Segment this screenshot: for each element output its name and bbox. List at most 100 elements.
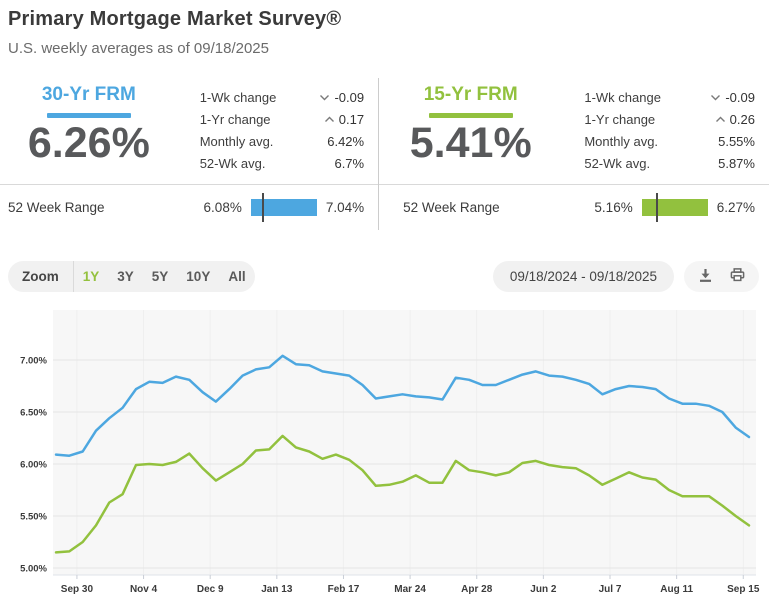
- stat-label: Monthly avg.: [584, 133, 659, 149]
- x-axis-label: Jan 13: [261, 584, 293, 595]
- zoom-range-button-1y[interactable]: 1Y: [74, 261, 109, 292]
- panel-30yr-frm: 30-Yr FRM 6.26% 1-Wk change -0.09 1-Yr c…: [0, 78, 380, 230]
- stat-number: 6.42%: [327, 133, 365, 149]
- x-axis-label: Jun 2: [530, 584, 557, 595]
- rate-block-30yr: 30-Yr FRM 6.26%: [0, 84, 178, 168]
- x-axis-label: Feb 17: [328, 584, 360, 595]
- divider: [72, 261, 74, 292]
- zoom-range-button-3y[interactable]: 3Y: [108, 261, 143, 292]
- y-axis-label: 5.50%: [20, 512, 47, 523]
- stat-row-1yr-change: 1-Yr change 0.17: [200, 108, 364, 130]
- rate-line-15yr: [54, 434, 751, 554]
- header: Primary Mortgage Market Survey® U.S. wee…: [8, 8, 761, 57]
- stat-label: 1-Wk change: [199, 89, 277, 105]
- rate-value-15yr: 5.41%: [409, 119, 532, 167]
- panel-15yr-top: 15-Yr FRM 5.41% 1-Wk change -0.09 1-Yr c…: [379, 78, 769, 184]
- export-tools: [684, 261, 759, 292]
- stat-number: 5.55%: [718, 133, 755, 149]
- rate-name-15yr: 15-Yr FRM: [423, 84, 518, 105]
- stat-number: 5.87%: [718, 155, 755, 171]
- download-icon: [697, 267, 714, 287]
- current-rate-marker: [655, 193, 658, 222]
- x-axis-label: Nov 4: [130, 584, 158, 595]
- page-title: Primary Mortgage Market Survey®: [8, 8, 342, 30]
- stat-row-52wk-avg: 52-Wk avg. 6.7%: [200, 152, 364, 174]
- stat-number: -0.09: [334, 89, 365, 105]
- rate-underline-30yr: [46, 113, 131, 118]
- range-low-value: 6.08%: [203, 200, 242, 215]
- stat-value: 6.42%: [327, 134, 364, 149]
- rate-panels: 30-Yr FRM 6.26% 1-Wk change -0.09 1-Yr c…: [0, 78, 769, 230]
- y-axis-label: 7.00%: [20, 356, 47, 367]
- zoom-label: Zoom: [22, 269, 59, 284]
- range-high-value: 6.27%: [716, 200, 755, 215]
- x-axis-label: Sep 30: [61, 584, 94, 595]
- range-bar-15yr: [641, 193, 708, 222]
- stat-row-1wk-change: 1-Wk change -0.09: [584, 86, 755, 108]
- stat-label: 52-Wk avg.: [584, 155, 651, 171]
- stat-number: 0.26: [729, 111, 755, 127]
- stat-value: 0.26: [715, 112, 755, 127]
- rate-block-15yr: 15-Yr FRM 5.41%: [379, 84, 562, 168]
- stat-value: 5.55%: [718, 134, 755, 149]
- range-low-value: 5.16%: [594, 200, 633, 215]
- stat-value: -0.09: [710, 90, 755, 105]
- stat-value: 5.87%: [718, 156, 755, 171]
- stat-label: 1-Yr change: [584, 111, 656, 127]
- chevron-up-icon: [715, 116, 726, 123]
- chevron-up-icon: [324, 116, 335, 123]
- x-axis-label: Jul 7: [599, 584, 622, 595]
- x-axis-label: Sep 15: [727, 584, 760, 595]
- stat-label: 1-Wk change: [584, 89, 661, 105]
- chart-area: 5.00% 5.50% 6.00% 6.50% 7.00% Sep 30 Nov 4 Dec …: [0, 303, 769, 607]
- y-axis-label: 6.00%: [20, 460, 47, 471]
- print-icon: [729, 267, 746, 287]
- range-row-30yr: 52 Week Range 6.08% 7.04%: [0, 184, 379, 230]
- stat-label: Monthly avg.: [199, 133, 274, 149]
- y-axis-label: 6.50%: [20, 408, 47, 419]
- stat-row-1yr-change: 1-Yr change 0.26: [584, 108, 755, 130]
- range-row-15yr: 52 Week Range 5.16% 6.27%: [379, 184, 769, 230]
- range-bar-30yr: [250, 193, 317, 222]
- date-range-picker[interactable]: 09/18/2024 - 09/18/2025: [492, 261, 674, 292]
- rate-name-30yr: 30-Yr FRM: [41, 84, 136, 105]
- print-button[interactable]: [729, 267, 746, 287]
- current-rate-marker: [262, 193, 265, 222]
- stat-value: -0.09: [319, 90, 364, 105]
- panel-30yr-top: 30-Yr FRM 6.26% 1-Wk change -0.09 1-Yr c…: [0, 78, 378, 184]
- rate-value-30yr: 6.26%: [27, 119, 150, 167]
- stat-label: 52-Wk avg.: [199, 155, 266, 171]
- chevron-down-icon: [710, 94, 721, 101]
- plot-background: [53, 310, 756, 575]
- stat-number: -0.09: [725, 89, 755, 105]
- y-axis-label: 5.00%: [20, 564, 47, 575]
- download-button[interactable]: [697, 267, 714, 287]
- stat-row-1wk-change: 1-Wk change -0.09: [200, 86, 364, 108]
- x-axis-label: Mar 24: [394, 584, 426, 595]
- stat-label: 1-Yr change: [199, 111, 271, 127]
- rate-line-30yr: [54, 354, 751, 457]
- rate-underline-15yr: [428, 113, 513, 118]
- chart-toolbar: Zoom 1Y 3Y 5Y 10Y All 09/18/2024 - 09/18…: [8, 261, 759, 292]
- x-axis-label: Dec 9: [197, 584, 224, 595]
- zoom-range-selector: Zoom 1Y 3Y 5Y 10Y All: [8, 261, 255, 292]
- zoom-range-button-10y[interactable]: 10Y: [177, 261, 219, 292]
- toolbar-right: 09/18/2024 - 09/18/2025: [492, 261, 759, 292]
- stats-15yr: 1-Wk change -0.09 1-Yr change 0.26 Month…: [562, 84, 769, 174]
- chevron-down-icon: [319, 94, 330, 101]
- stat-value: 6.7%: [334, 156, 364, 171]
- rates-line-chart: 5.00% 5.50% 6.00% 6.50% 7.00% Sep 30 Nov 4 Dec …: [20, 310, 760, 595]
- page-subtitle: U.S. weekly averages as of 09/18/2025: [8, 40, 269, 57]
- x-axis-label: Apr 28: [461, 584, 493, 595]
- panel-15yr-frm: 15-Yr FRM 5.41% 1-Wk change -0.09 1-Yr c…: [379, 78, 769, 230]
- stats-30yr: 1-Wk change -0.09 1-Yr change 0.17 Month…: [178, 84, 378, 174]
- range-label: 52 Week Range: [8, 200, 105, 215]
- stat-row-52wk-avg: 52-Wk avg. 5.87%: [584, 152, 755, 174]
- stat-row-monthly-avg: Monthly avg. 6.42%: [200, 130, 364, 152]
- stat-number: 0.17: [338, 111, 365, 127]
- zoom-range-button-5y[interactable]: 5Y: [143, 261, 178, 292]
- range-label: 52 Week Range: [403, 200, 500, 215]
- zoom-range-button-all[interactable]: All: [219, 261, 254, 292]
- stat-row-monthly-avg: Monthly avg. 5.55%: [584, 130, 755, 152]
